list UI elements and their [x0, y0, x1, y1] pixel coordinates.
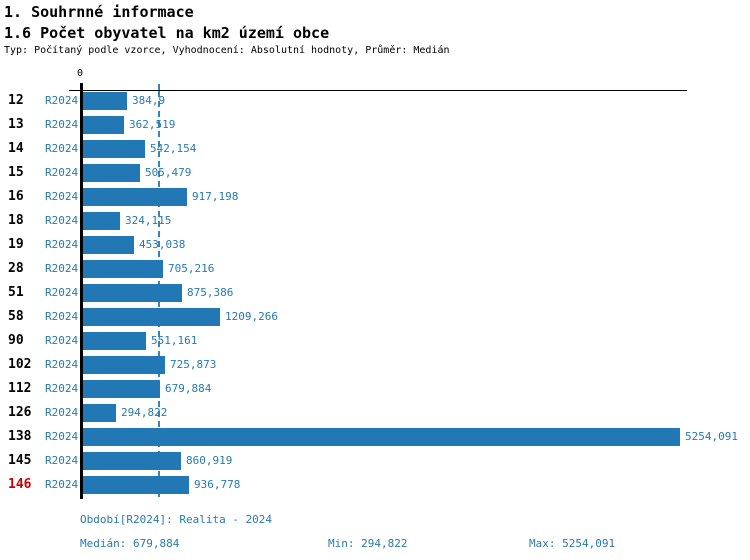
chart-meta-line: Typ: Počítaný podle vzorce, Vyhodnocení:… [4, 45, 450, 56]
bar [83, 236, 134, 254]
bar [83, 380, 160, 398]
value-label: 917,198 [192, 190, 239, 203]
table-row: 14 R2024 542,154 [0, 140, 750, 158]
y-axis-line [80, 83, 83, 499]
table-row: 51 R2024 875,386 [0, 284, 750, 302]
series-label: R2024 [45, 262, 79, 275]
category-label: 14 [8, 141, 24, 156]
bar [83, 452, 181, 470]
bar [83, 212, 120, 230]
category-label: 51 [8, 285, 24, 300]
series-label: R2024 [45, 430, 79, 443]
chart-title: 1.6 Počet obyvatel na km2 území obce [4, 24, 330, 42]
value-label: 324,115 [125, 214, 172, 227]
value-label: 679,884 [165, 382, 212, 395]
category-label: 58 [8, 309, 24, 324]
value-label: 384,9 [132, 94, 166, 107]
value-label: 875,386 [187, 286, 234, 299]
category-label: 18 [8, 213, 24, 228]
series-label: R2024 [45, 310, 79, 323]
value-label: 860,919 [186, 454, 233, 467]
category-label: 90 [8, 333, 24, 348]
series-label: R2024 [45, 238, 79, 251]
series-label: R2024 [45, 286, 79, 299]
category-label: 126 [8, 405, 32, 420]
category-label: 15 [8, 165, 24, 180]
value-label: 5254,091 [685, 430, 738, 443]
category-label: 16 [8, 189, 24, 204]
series-label: R2024 [45, 94, 79, 107]
footer-median: Medián: 679,884 [80, 537, 180, 550]
category-label: 28 [8, 261, 24, 276]
bar [83, 140, 145, 158]
bar [83, 428, 680, 446]
footer-max: Max: 5254,091 [529, 537, 616, 550]
bar [83, 332, 146, 350]
bar [83, 260, 163, 278]
category-label: 13 [8, 117, 24, 132]
value-label: 725,873 [170, 358, 217, 371]
table-row: 145 R2024 860,919 [0, 452, 750, 470]
series-label: R2024 [45, 454, 79, 467]
value-label: 294,822 [121, 406, 168, 419]
table-row: 102 R2024 725,873 [0, 356, 750, 374]
table-row: 13 R2024 362,519 [0, 116, 750, 134]
table-row: 146 R2024 936,778 [0, 476, 750, 494]
bar [83, 476, 189, 494]
x-axis-line [69, 90, 687, 91]
value-label: 505,479 [145, 166, 192, 179]
category-label: 12 [8, 93, 24, 108]
table-row: 28 R2024 705,216 [0, 260, 750, 278]
bar [83, 284, 182, 302]
category-label: 146 [8, 477, 32, 492]
table-row: 12 R2024 384,9 [0, 92, 750, 110]
value-label: 936,778 [194, 478, 241, 491]
series-label: R2024 [45, 118, 79, 131]
bar [83, 164, 140, 182]
value-label: 362,519 [129, 118, 176, 131]
series-label: R2024 [45, 334, 79, 347]
category-label: 112 [8, 381, 32, 396]
category-label: 145 [8, 453, 32, 468]
table-row: 15 R2024 505,479 [0, 164, 750, 182]
category-label: 138 [8, 429, 32, 444]
series-label: R2024 [45, 358, 79, 371]
median-tick [158, 84, 160, 90]
table-row: 90 R2024 551,161 [0, 332, 750, 350]
table-row: 16 R2024 917,198 [0, 188, 750, 206]
series-label: R2024 [45, 142, 79, 155]
bar [83, 116, 124, 134]
table-row: 19 R2024 453,038 [0, 236, 750, 254]
value-label: 705,216 [168, 262, 215, 275]
table-row: 112 R2024 679,884 [0, 380, 750, 398]
bar [83, 188, 187, 206]
value-label: 1209,266 [225, 310, 278, 323]
bar [83, 308, 220, 326]
table-row: 138 R2024 5254,091 [0, 428, 750, 446]
value-label: 542,154 [150, 142, 197, 155]
series-label: R2024 [45, 214, 79, 227]
series-label: R2024 [45, 382, 79, 395]
table-row: 18 R2024 324,115 [0, 212, 750, 230]
series-label: R2024 [45, 478, 79, 491]
section-title: 1. Souhrnné informace [4, 3, 194, 21]
series-label: R2024 [45, 190, 79, 203]
bar [83, 356, 165, 374]
category-label: 102 [8, 357, 32, 372]
bar [83, 92, 127, 110]
series-label: R2024 [45, 406, 79, 419]
value-label: 453,038 [139, 238, 186, 251]
x-axis-origin-label: 0 [76, 68, 84, 79]
value-label: 551,161 [151, 334, 198, 347]
table-row: 58 R2024 1209,266 [0, 308, 750, 326]
series-label: R2024 [45, 166, 79, 179]
footer-period: Období[R2024]: Realita - 2024 [80, 513, 273, 526]
category-label: 19 [8, 237, 24, 252]
bar [83, 404, 116, 422]
footer-min: Min: 294,822 [328, 537, 408, 550]
table-row: 126 R2024 294,822 [0, 404, 750, 422]
